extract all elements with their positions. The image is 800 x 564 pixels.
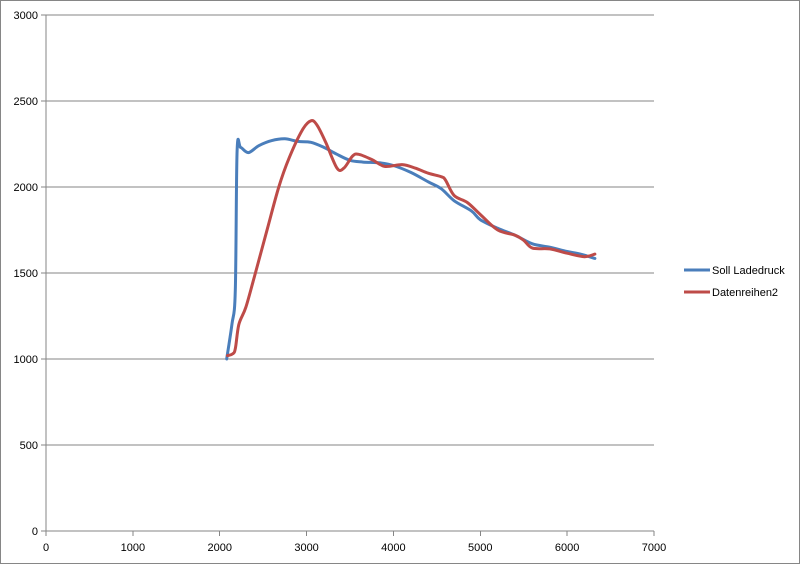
y-tick-label: 3000 (14, 10, 38, 22)
y-tick-label: 1500 (14, 268, 38, 280)
x-tick-label: 1000 (121, 542, 145, 554)
x-tick-label: 7000 (642, 542, 666, 554)
y-tick-label: 1000 (14, 354, 38, 366)
y-tick-label: 2500 (14, 96, 38, 108)
legend-label-datenreihen2: Datenreihen2 (712, 287, 778, 299)
x-tick-label: 3000 (294, 542, 318, 554)
x-tick-label: 4000 (381, 542, 405, 554)
y-axis-tick-labels: 0 500 1000 1500 2000 2500 3000 (14, 10, 38, 538)
gridlines (46, 14, 654, 446)
series-lines (225, 119, 597, 361)
series-line-datenreihen2 (226, 119, 597, 358)
x-tick-label: 0 (43, 542, 49, 554)
legend: Soll Ladedruck Datenreihen2 (684, 265, 785, 299)
y-tick-label: 500 (20, 440, 38, 452)
x-tick-label: 6000 (555, 542, 579, 554)
y-tick-label: 2000 (14, 182, 38, 194)
x-tick-label: 2000 (207, 542, 231, 554)
x-axis-tick-labels: 0 1000 2000 3000 4000 5000 6000 7000 (43, 542, 666, 554)
legend-label-soll-ladedruck: Soll Ladedruck (712, 265, 785, 277)
x-tick-label: 5000 (468, 542, 492, 554)
y-tick-label: 0 (32, 526, 38, 538)
axes (41, 14, 655, 536)
